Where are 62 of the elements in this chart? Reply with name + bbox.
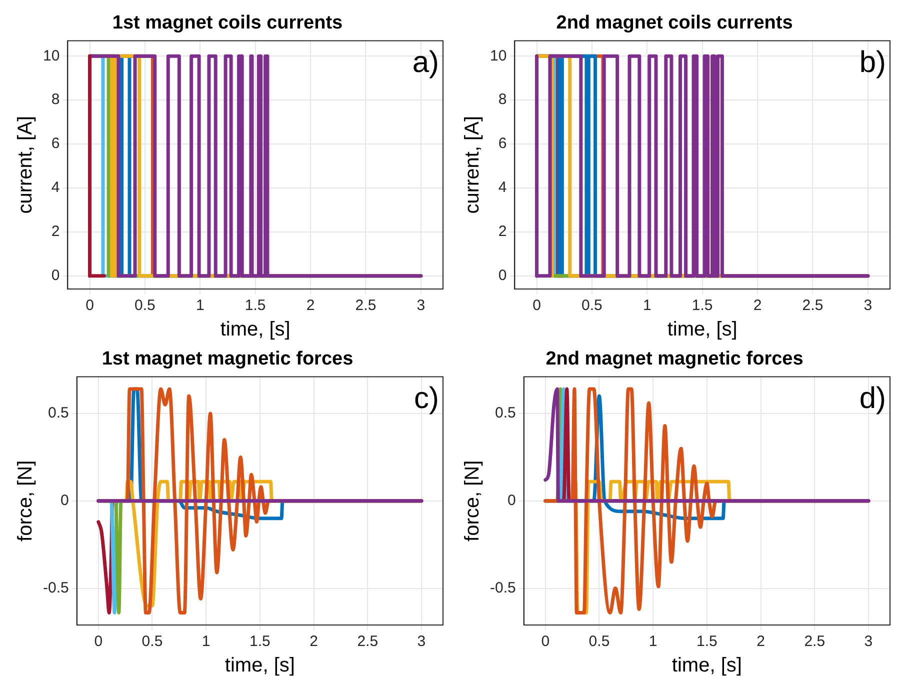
x-tick-label: 1 (642, 297, 652, 314)
y-axis-title: current, [A] (14, 116, 37, 214)
annotation: b) (859, 46, 886, 80)
x-tick-label: 1 (648, 633, 658, 650)
x-tick-label: 3 (864, 297, 872, 314)
y-tick-label: 4 (51, 179, 60, 196)
y-tick-label: -0.5 (42, 579, 69, 596)
y-tick-label: 0.5 (48, 404, 69, 422)
y-tick-label: 0 (508, 492, 516, 510)
x-tick-label: 0.5 (142, 633, 163, 650)
x-tick-label: 0 (532, 297, 541, 314)
y-tick-label: 10 (42, 47, 60, 64)
y-axis-title: current, [A] (462, 116, 484, 214)
x-tick-label: 1.5 (244, 297, 266, 314)
chart-title: 1st magnet coils currents (112, 12, 343, 34)
x-tick-label: 3 (864, 633, 873, 650)
x-tick-label: 1.5 (692, 297, 713, 314)
y-tick-label: 8 (51, 91, 60, 108)
x-tick-label: 0.5 (588, 633, 610, 650)
x-axis-title: time, [s] (224, 654, 295, 677)
y-tick-label: 0 (498, 266, 507, 284)
y-axis-title: force, [N] (14, 460, 37, 542)
x-tick-label: 0 (94, 633, 103, 650)
x-axis-title: time, [s] (667, 318, 738, 341)
x-tick-label: 2 (756, 633, 765, 650)
chart-title: 1st magnet magnetic forces (102, 348, 354, 370)
y-tick-label: 8 (498, 91, 507, 108)
x-tick-label: 1.5 (696, 633, 718, 650)
y-tick-label: 0 (60, 492, 69, 510)
x-tick-label: 2 (753, 297, 762, 314)
x-tick-label: 0 (541, 633, 550, 650)
x-axis-title: time, [s] (672, 654, 742, 677)
y-tick-label: 6 (498, 135, 507, 152)
x-tick-label: 2.5 (357, 633, 378, 650)
x-tick-label: 2.5 (804, 633, 826, 650)
y-tick-label: 2 (51, 223, 60, 240)
x-axis-title: time, [s] (220, 318, 290, 341)
y-tick-label: 10 (490, 47, 507, 64)
y-tick-label: 0.5 (494, 404, 516, 422)
annotation: c) (414, 382, 439, 416)
x-tick-label: 2.5 (802, 297, 824, 314)
x-tick-label: 2 (306, 297, 315, 314)
chart-title: 2nd magnet magnetic forces (546, 348, 804, 370)
y-axis-title: force, [N] (462, 460, 484, 542)
annotation: a) (412, 46, 439, 80)
x-tick-label: 1 (196, 297, 204, 314)
annotation: d) (859, 382, 886, 416)
x-tick-label: 1 (202, 633, 210, 650)
x-tick-label: 0.5 (582, 297, 602, 314)
x-tick-label: 2 (310, 633, 318, 650)
y-tick-label: 2 (498, 223, 507, 240)
y-tick-label: -0.5 (490, 579, 516, 596)
x-tick-label: 3 (417, 633, 426, 650)
y-tick-label: 0 (51, 266, 60, 284)
y-tick-label: 4 (498, 179, 507, 196)
x-tick-label: 2.5 (355, 297, 376, 314)
chart-title: 2nd magnet coils currents (556, 12, 793, 34)
x-tick-label: 0.5 (134, 297, 156, 314)
x-tick-label: 0 (86, 297, 94, 314)
x-tick-label: 3 (416, 297, 426, 314)
y-tick-label: 6 (51, 135, 60, 152)
x-tick-label: 1.5 (249, 633, 270, 650)
